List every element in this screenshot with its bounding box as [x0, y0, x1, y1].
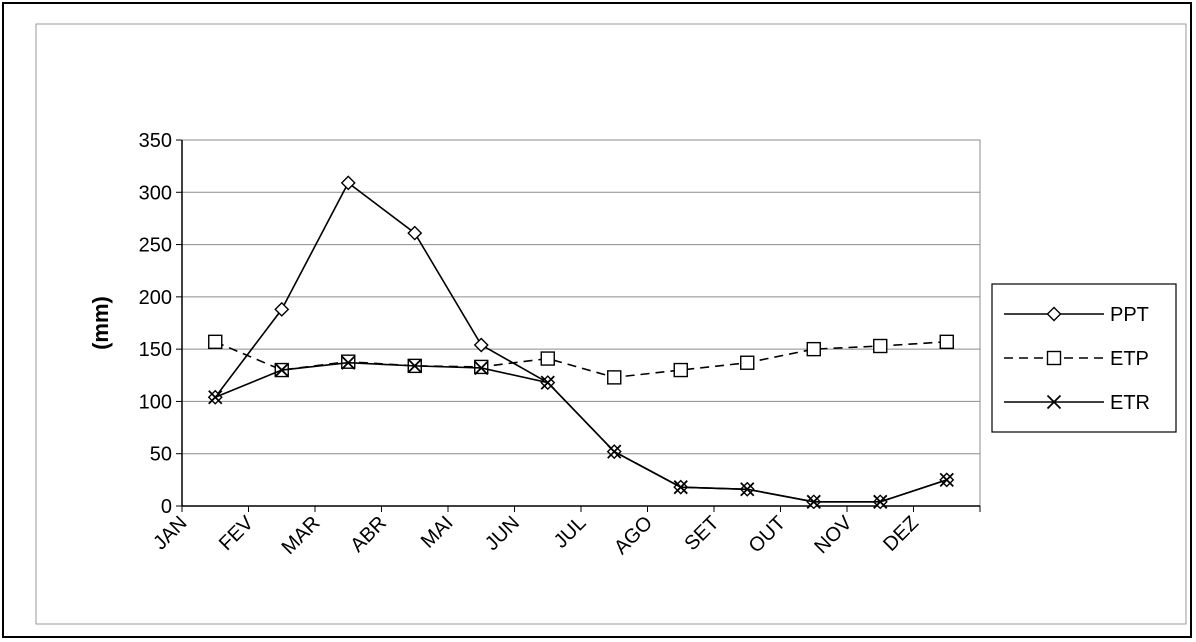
grid-lines [182, 139, 980, 455]
x-tick-label: SET [680, 512, 723, 555]
x-tick-label: JAN [149, 512, 191, 554]
data-point-x [208, 390, 223, 405]
data-point-square [939, 334, 954, 350]
x-tick-label: FEV [215, 512, 259, 556]
data-point-diamond [340, 175, 356, 191]
plot-area-border [35, 23, 1187, 625]
data-point-square [540, 351, 555, 366]
data-point-x [673, 480, 688, 495]
data-point-diamond [1046, 306, 1062, 322]
x-tick-label: ABR [346, 512, 391, 557]
y-tick-label: 250 [139, 235, 172, 257]
x-tick-label: OUT [745, 512, 790, 557]
y-tick-label: 50 [150, 444, 172, 466]
x-tick-label: AGO [610, 512, 657, 559]
legend: PPT ETP ETR [991, 283, 1177, 433]
x-tick-label: MAR [278, 512, 325, 559]
data-point-x [607, 444, 622, 459]
data-point-x [274, 362, 289, 378]
legend-item-etr: ETR [1004, 392, 1150, 414]
x-tick-label: MAI [417, 512, 458, 553]
data-point-x [407, 358, 422, 374]
legend-label: ETR [1110, 392, 1150, 414]
data-point-x [540, 375, 555, 390]
y-axis-label: (mm) [88, 296, 113, 350]
data-point-square [673, 362, 688, 378]
y-tick-label: 300 [139, 182, 172, 204]
x-tick-label: JUL [550, 512, 591, 553]
x-tick-labels: JAN FEV MAR ABR MAI JUN JUL AGO SET OUT NOV DEZ [149, 512, 923, 559]
data-point-x [740, 482, 755, 497]
y-tick-label: 0 [161, 496, 172, 518]
data-point-x [1046, 394, 1062, 410]
series-line-etr [214, 361, 948, 503]
data-point-x [939, 472, 954, 487]
series-etp [208, 334, 954, 385]
data-point-diamond [473, 337, 489, 353]
data-point-square [1046, 350, 1062, 366]
x-tick-label: NOV [810, 512, 857, 559]
data-point-square [740, 355, 755, 370]
data-point-x [873, 494, 888, 509]
plot-frame [181, 139, 981, 507]
y-tick-labels: 0 50 100 150 200 250 300 350 [139, 130, 172, 518]
data-point-square [208, 334, 223, 350]
series-etr [208, 355, 954, 509]
series-line-etp [214, 341, 947, 379]
legend-label: ETP [1110, 348, 1149, 370]
y-tick-label: 150 [139, 339, 172, 361]
data-point-diamond [407, 225, 423, 241]
series-ppt [207, 175, 955, 510]
data-point-diamond [274, 301, 290, 317]
series-group [207, 175, 955, 510]
data-point-x [341, 355, 356, 370]
line-chart: 0 50 100 150 200 250 300 350 JAN FEV MAR ABR MAI JUN… [35, 23, 1187, 625]
axes [176, 139, 981, 512]
y-tick-label: 100 [139, 391, 172, 413]
y-tick-label: 350 [139, 130, 172, 152]
data-point-square [806, 341, 821, 357]
x-tick-label: JUN [481, 512, 524, 555]
data-point-square [607, 370, 622, 385]
data-point-x [474, 360, 489, 376]
legend-label: PPT [1110, 304, 1149, 326]
legend-item-ppt: PPT [1004, 304, 1149, 326]
y-tick-label: 200 [139, 287, 172, 309]
legend-item-etp: ETP [1004, 348, 1149, 370]
data-point-x [806, 494, 821, 509]
data-point-square [873, 338, 888, 354]
x-tick-label: DEZ [879, 512, 923, 556]
